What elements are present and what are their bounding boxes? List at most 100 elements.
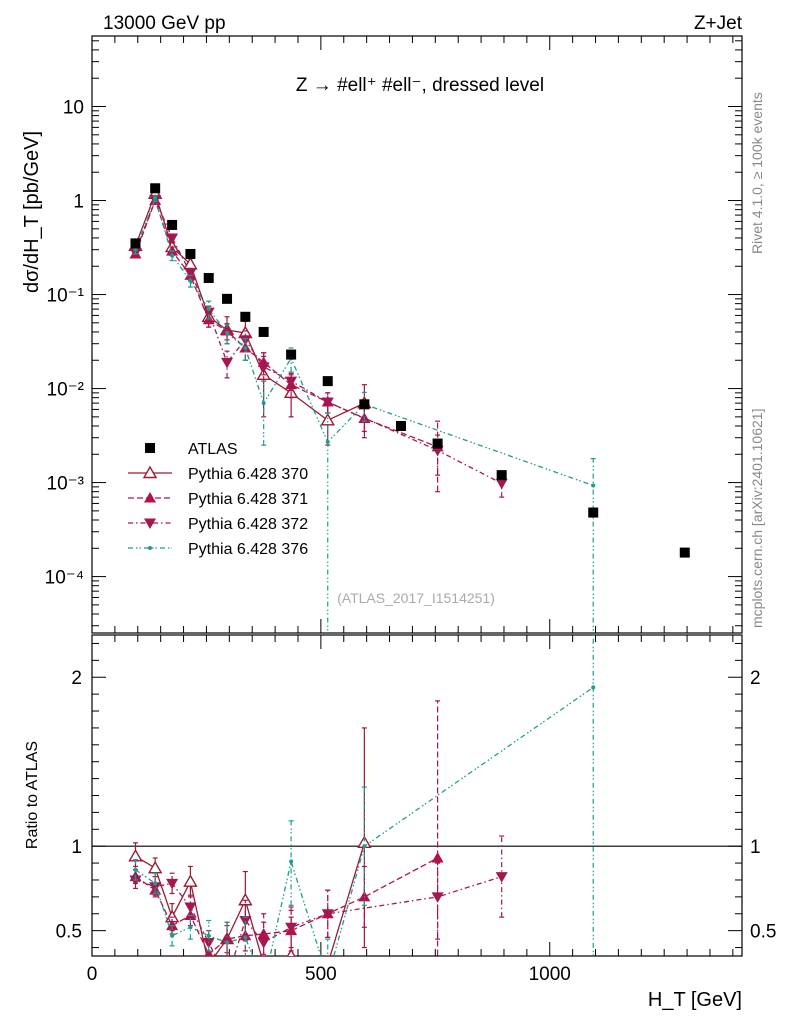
x-tick-label: 0 bbox=[87, 964, 98, 985]
data-point bbox=[325, 440, 330, 445]
data-point bbox=[170, 933, 175, 938]
y-tick-label: 10⁻¹ bbox=[47, 286, 85, 307]
y-tick-label: 10⁻³ bbox=[47, 474, 85, 495]
data-point bbox=[221, 324, 234, 336]
data-point bbox=[285, 922, 298, 934]
data-point bbox=[258, 326, 269, 337]
data-point bbox=[431, 852, 444, 863]
main-series bbox=[128, 183, 690, 633]
legend-entry: Pythia 6.428 371 bbox=[128, 491, 308, 508]
data-point bbox=[183, 874, 198, 887]
data-point bbox=[320, 412, 335, 426]
legend: ATLAS Pythia 6.428 370 Pythia 6.428 371 Pyt… bbox=[128, 441, 308, 558]
ratio-axes: 0.5 0.5 1 1 2 2 0 500 1000 bbox=[56, 635, 776, 985]
ratio-y-tick-label: 0.5 bbox=[56, 922, 82, 943]
series-p372 bbox=[129, 194, 508, 498]
series-p376 bbox=[132, 635, 596, 987]
legend-label: ATLAS bbox=[188, 441, 238, 458]
data-point bbox=[153, 196, 158, 201]
main-panel: 10⁻⁴ 10⁻³ 10⁻² 10⁻¹ 1 10 Z → #ell⁺ #ell⁻, dre… bbox=[21, 35, 743, 634]
y-tick-label: 10 bbox=[63, 98, 84, 119]
data-point bbox=[359, 399, 370, 410]
ratio-y-tick-label: 2 bbox=[71, 668, 82, 689]
legend-label: Pythia 6.428 372 bbox=[188, 516, 308, 533]
data-point bbox=[203, 272, 214, 283]
data-point bbox=[243, 346, 248, 351]
legend-entry: Pythia 6.428 372 bbox=[128, 516, 308, 533]
data-point bbox=[496, 470, 507, 481]
series-p371 bbox=[129, 194, 444, 493]
data-point bbox=[221, 975, 233, 986]
main-axes: 10⁻⁴ 10⁻³ 10⁻² 10⁻¹ 1 10 bbox=[45, 36, 742, 633]
legend-label: Pythia 6.428 371 bbox=[188, 491, 308, 508]
data-point bbox=[432, 438, 443, 449]
legend-marker bbox=[148, 546, 152, 550]
rivet-version-note: Rivet 4.1.0, ≥ 100k events bbox=[749, 92, 765, 254]
data-point bbox=[147, 860, 163, 874]
data-point bbox=[225, 940, 230, 945]
data-point bbox=[202, 307, 215, 319]
data-point bbox=[188, 278, 193, 283]
data-point bbox=[495, 872, 508, 883]
series-atlas bbox=[130, 183, 690, 558]
data-point bbox=[203, 958, 215, 969]
data-point bbox=[222, 293, 233, 304]
data-point bbox=[679, 547, 690, 558]
legend-entry: Pythia 6.428 376 bbox=[128, 541, 308, 558]
data-point bbox=[166, 878, 179, 890]
data-point bbox=[362, 844, 367, 849]
data-point bbox=[167, 219, 178, 230]
data-point bbox=[257, 362, 270, 373]
data-point bbox=[188, 925, 193, 930]
series-p370 bbox=[128, 727, 372, 969]
data-point bbox=[225, 330, 230, 335]
data-point bbox=[221, 933, 234, 944]
mcplots-note: mcplots.cern.ch [arXiv:2401.10621] bbox=[749, 409, 765, 628]
energy-label: 13000 GeV pp bbox=[103, 13, 226, 34]
data-point bbox=[588, 507, 599, 518]
y-tick-label: 10⁻⁴ bbox=[45, 568, 84, 589]
data-point bbox=[202, 937, 215, 949]
data-point bbox=[322, 376, 333, 387]
data-point bbox=[285, 376, 298, 388]
legend-marker bbox=[142, 465, 158, 479]
data-point bbox=[321, 909, 334, 920]
series-line-p376 bbox=[135, 686, 594, 956]
data-point bbox=[150, 183, 161, 194]
data-point bbox=[153, 881, 158, 886]
data-point bbox=[184, 902, 197, 914]
data-point bbox=[591, 685, 596, 690]
series-line-p371 bbox=[134, 198, 438, 448]
data-point bbox=[130, 238, 141, 249]
data-point bbox=[591, 483, 596, 488]
data-point bbox=[289, 859, 294, 864]
data-point bbox=[243, 935, 248, 940]
data-point bbox=[286, 948, 296, 956]
process-label: Z+Jet bbox=[694, 13, 743, 34]
data-point bbox=[149, 882, 162, 893]
y-tick-label: 10⁻² bbox=[47, 380, 85, 401]
data-point bbox=[185, 248, 196, 259]
y-axis-label: dσ/dH_T [pb/GeV] bbox=[21, 131, 43, 293]
data-point bbox=[166, 245, 179, 256]
data-point bbox=[166, 919, 179, 931]
legend-entry: ATLAS bbox=[145, 441, 238, 458]
series-line-p372 bbox=[135, 875, 502, 956]
data-point bbox=[206, 933, 211, 938]
data-point bbox=[129, 875, 142, 886]
ratio-y-tick-label: 1 bbox=[71, 837, 82, 858]
data-point bbox=[133, 247, 138, 252]
data-point bbox=[166, 233, 179, 244]
series-line-p376 bbox=[134, 196, 594, 487]
legend-entry: Pythia 6.428 370 bbox=[128, 465, 308, 483]
watermark: (ATLAS_2017_I1514251) bbox=[337, 590, 495, 606]
data-point bbox=[258, 958, 270, 969]
data-point bbox=[221, 357, 234, 369]
x-tick-label: 500 bbox=[305, 964, 337, 985]
data-point bbox=[240, 311, 251, 322]
ratio-series bbox=[128, 635, 596, 987]
data-point bbox=[262, 983, 266, 987]
ratio-y-tick-label-right: 0.5 bbox=[750, 922, 776, 943]
data-point bbox=[206, 307, 211, 312]
